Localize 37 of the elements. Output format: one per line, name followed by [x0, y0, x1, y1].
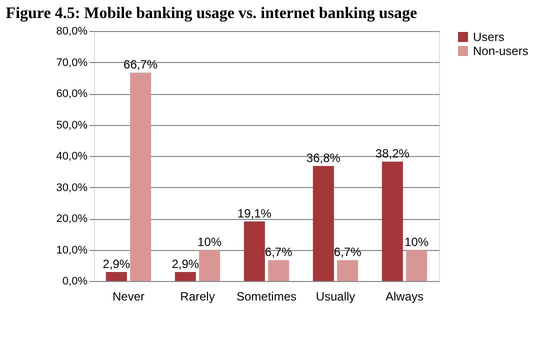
bar — [174, 272, 196, 281]
bar — [406, 250, 428, 281]
data-label: 38,2% — [375, 146, 410, 161]
x-tick-label: Usually — [316, 290, 356, 304]
data-label: 2,9% — [172, 256, 200, 271]
bar — [382, 162, 403, 281]
bar — [199, 250, 220, 281]
data-label: 66,7% — [124, 58, 158, 72]
bar — [312, 166, 334, 281]
y-tick-label: 20,0% — [56, 213, 88, 225]
y-tick-label: 60,0% — [56, 88, 88, 100]
y-tick-label: 30,0% — [56, 182, 88, 194]
data-label: 6,7% — [264, 245, 293, 260]
bar — [106, 272, 127, 281]
y-tick-label: 70,0% — [56, 56, 88, 69]
bar — [244, 221, 265, 281]
x-tick-label: Sometimes — [236, 290, 297, 304]
x-tick-label: Rarely — [180, 290, 215, 304]
data-label: 2,9% — [102, 256, 130, 271]
y-tick-label: 80,0% — [56, 26, 88, 38]
data-label: 6,7% — [334, 245, 362, 260]
data-label: 36,8% — [306, 151, 341, 165]
y-tick-label: 10,0% — [56, 244, 88, 256]
y-tick-label: 40,0% — [56, 150, 88, 162]
legend-label: Non-users — [473, 44, 528, 58]
bar — [130, 72, 152, 281]
chart-title: Figure 4.5: Mobile banking usage vs. internet banking usage — [6, 5, 418, 22]
data-label: 10% — [404, 234, 429, 249]
data-label: 19,1% — [237, 206, 272, 220]
bar — [337, 260, 358, 281]
bar — [268, 260, 290, 281]
x-tick-label: Always — [385, 290, 424, 304]
y-tick-label: 50,0% — [56, 119, 88, 132]
x-tick-label: Never — [112, 290, 145, 304]
data-label: 10% — [198, 234, 222, 249]
y-tick-label: 0,0% — [62, 276, 88, 288]
legend-label: Users — [473, 30, 504, 44]
